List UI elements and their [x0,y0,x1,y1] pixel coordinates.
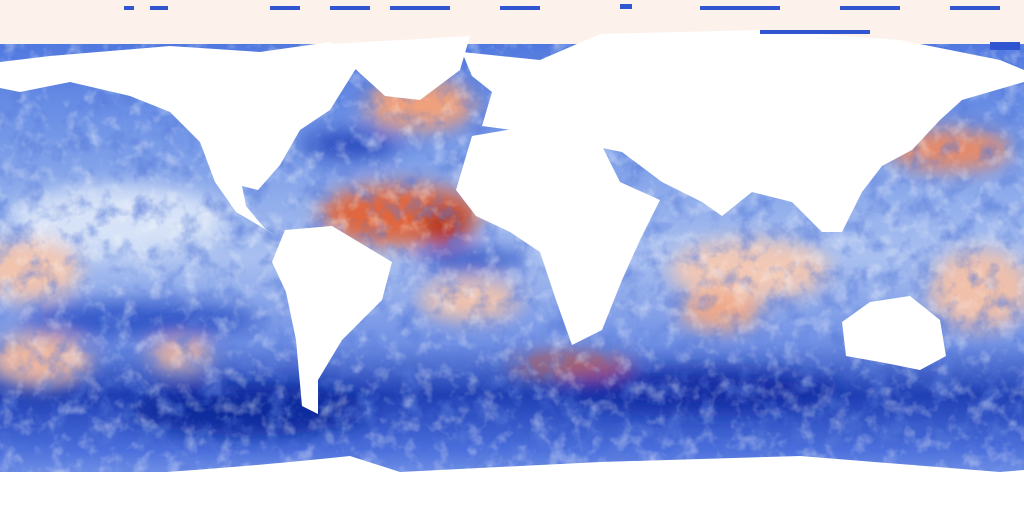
greenland [330,36,470,100]
ice-fleck [150,6,168,10]
south-america [272,226,392,414]
ice-edge [124,4,1020,50]
ice-fleck [990,42,1020,50]
ice-fleck [500,6,540,10]
australia [842,296,946,370]
ice-fleck [124,6,134,10]
ice-fleck [620,4,632,9]
ice-fleck [270,6,300,10]
land [0,30,1024,512]
eurasia [462,30,1024,232]
ice-fleck [390,6,450,10]
north-america [0,42,360,240]
antarctica [0,456,1024,512]
ice-fleck [840,6,900,10]
ice-fleck [950,6,1000,10]
ice-fleck [330,6,370,10]
africa [456,126,660,345]
ice-fleck [700,6,780,10]
ice-fleck [760,30,870,34]
